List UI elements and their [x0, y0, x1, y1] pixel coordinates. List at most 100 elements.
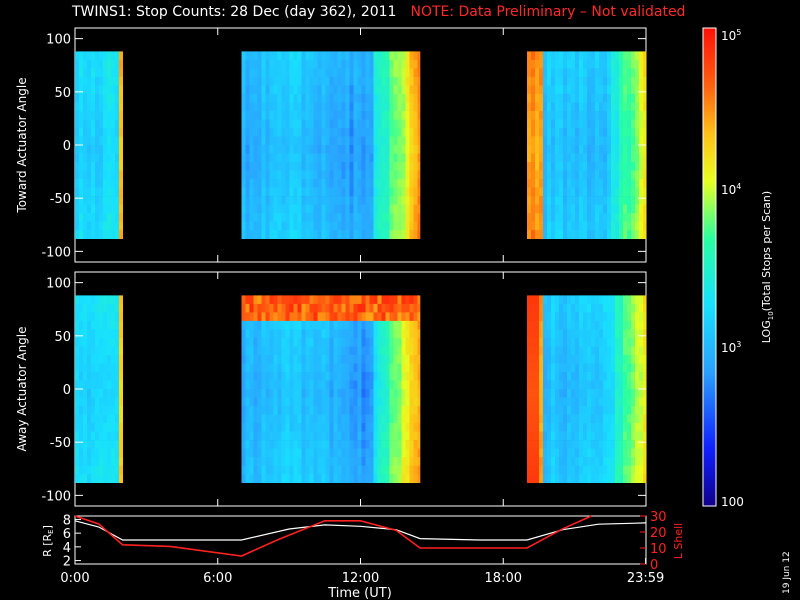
heatmap-cell	[543, 431, 548, 441]
heatmap-cell	[321, 380, 326, 390]
heatmap-cell	[349, 187, 354, 197]
heatmap-cell	[575, 312, 580, 322]
heatmap-cell	[297, 355, 302, 364]
heatmap-cell	[643, 372, 647, 381]
heatmap-cell	[99, 59, 104, 69]
heatmap-cell	[309, 119, 314, 129]
heatmap-cell	[95, 320, 100, 330]
heatmap-cell	[611, 346, 616, 356]
heatmap-cell	[527, 51, 532, 61]
heatmap-cell	[353, 380, 358, 390]
heatmap-cell	[257, 465, 262, 475]
heatmap-cell	[615, 187, 620, 197]
heatmap-cell	[571, 448, 576, 458]
heatmap-cell	[99, 204, 104, 214]
heatmap-cell	[107, 162, 112, 171]
heatmap-cell	[309, 102, 314, 112]
heatmap-cell	[603, 363, 608, 373]
heatmap-cell	[361, 380, 366, 390]
heatmap-cell	[547, 85, 552, 95]
heatmap-cell	[245, 128, 250, 137]
heatmap-cell	[99, 406, 104, 415]
heatmap-cell	[313, 346, 318, 356]
heatmap-cell	[527, 145, 532, 154]
heatmap-cell	[329, 111, 334, 120]
heatmap-cell	[385, 329, 390, 339]
heatmap-cell	[349, 59, 354, 69]
heatmap-cell	[277, 111, 282, 120]
heatmap-cell	[591, 111, 596, 120]
heatmap-cell	[349, 230, 354, 239]
heatmap-cell	[377, 93, 382, 103]
heatmap-cell	[365, 153, 370, 163]
heatmap-cell	[301, 119, 306, 129]
heatmap-cell	[273, 312, 278, 322]
heatmap-cell	[611, 230, 616, 239]
heatmap-cell	[535, 397, 540, 407]
heatmap-cell	[381, 136, 386, 146]
heatmap-cell	[241, 179, 246, 188]
heatmap-cell	[79, 329, 84, 339]
heatmap-cell	[571, 346, 576, 356]
heatmap-cell	[531, 153, 536, 163]
heatmap-cell	[329, 68, 334, 78]
heatmap-cell	[551, 136, 556, 146]
heatmap-cell	[635, 312, 640, 322]
heatmap-cell	[607, 346, 612, 356]
heatmap-cell	[369, 187, 374, 197]
heatmap-cell	[547, 102, 552, 112]
heatmap-cell	[333, 93, 338, 103]
heatmap-cell	[409, 423, 414, 432]
heatmap-cell	[357, 179, 362, 188]
heatmap-cell	[635, 465, 640, 475]
heatmap-cell	[111, 128, 116, 137]
heatmap-cell	[365, 93, 370, 103]
heatmap-cell	[627, 423, 632, 432]
heatmap-cell	[249, 102, 254, 112]
heatmap-cell	[627, 337, 632, 347]
heatmap-cell	[269, 128, 274, 137]
heatmap-cell	[373, 230, 378, 239]
heatmap-cell	[293, 474, 298, 483]
heatmap-cell	[543, 329, 548, 339]
heatmap-cell	[313, 303, 318, 313]
heatmap-cell	[401, 196, 406, 205]
heatmap-cell	[301, 187, 306, 197]
heatmap-cell	[599, 179, 604, 188]
heatmap-cell	[543, 389, 548, 398]
heatmap-cell	[337, 136, 342, 146]
heatmap-cell	[579, 414, 584, 424]
heatmap-cell	[115, 153, 120, 163]
heatmap-cell	[377, 329, 382, 339]
heatmap-cell	[401, 204, 406, 214]
heatmap-cell	[623, 213, 628, 222]
heatmap-cell	[527, 303, 532, 313]
heatmap-cell	[551, 59, 556, 69]
heatmap-cell	[623, 128, 628, 137]
heatmap-cell	[333, 76, 338, 86]
heatmap-cell	[321, 221, 326, 231]
heatmap-cell	[119, 406, 123, 415]
heatmap-cell	[591, 389, 596, 398]
heatmap-cell	[261, 457, 266, 466]
heatmap-cell	[611, 102, 616, 112]
heatmap-cell	[305, 363, 310, 373]
heatmap-cell	[257, 59, 262, 69]
heatmap-cell	[559, 102, 564, 112]
heatmap-cell	[349, 162, 354, 171]
heatmap-cell	[269, 303, 274, 313]
heatmap-cell	[357, 474, 362, 483]
heatmap-cell	[591, 170, 596, 180]
heatmap-cell	[257, 111, 262, 120]
y-tick-label: -50	[50, 192, 71, 207]
heatmap-cell	[107, 423, 112, 432]
heatmap-cell	[607, 93, 612, 103]
heatmap-cell	[595, 119, 600, 129]
heatmap-cell	[599, 448, 604, 458]
heatmap-cell	[289, 230, 294, 239]
heatmap-cell	[579, 303, 584, 313]
heatmap-cell	[333, 474, 338, 483]
heatmap-cell	[119, 414, 123, 424]
heatmap-cell	[603, 119, 608, 129]
heatmap-cell	[321, 448, 326, 458]
